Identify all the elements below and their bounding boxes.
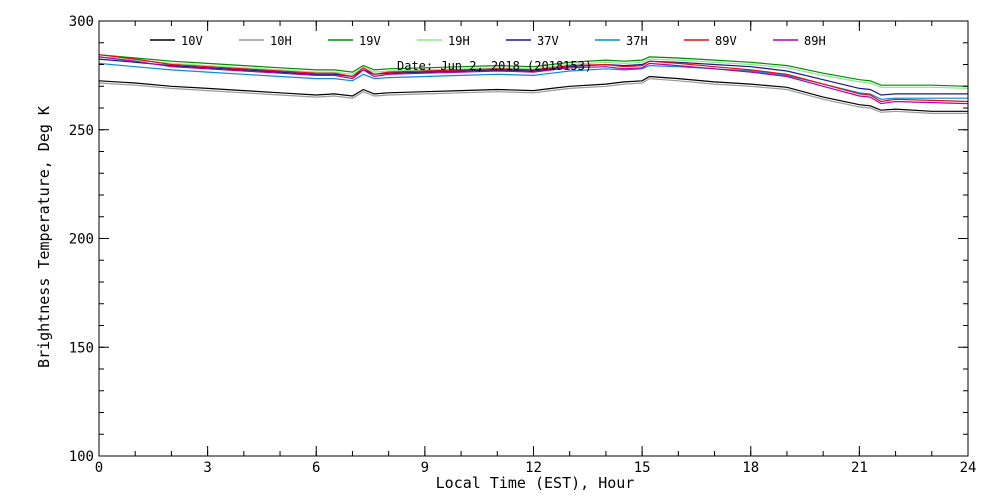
legend-label-19h: 19H [448, 34, 470, 48]
x-tick-label: 6 [312, 460, 320, 476]
legend: 10V 10H 19V 19H 37V 37H 89V 89H [150, 34, 826, 48]
x-tick-label: 15 [634, 460, 651, 476]
legend-label-37v: 37V [537, 34, 559, 48]
series-line-89h [98, 56, 969, 105]
x-axis-title: Local Time (EST), Hour [436, 474, 635, 492]
series-line-37v [98, 58, 968, 96]
y-tick-label: 100 [69, 449, 94, 465]
date-annotation: Date: Jun 2, 2018 (2018153) [397, 59, 592, 73]
legend-label-19v: 19V [359, 34, 381, 48]
x-tick-label: 21 [851, 460, 868, 476]
x-tick-label: 24 [960, 460, 977, 476]
x-tick-label: 3 [203, 460, 211, 476]
y-tick-label: 150 [69, 340, 94, 356]
series-line-19v [98, 54, 969, 87]
series-line-89v [98, 54, 969, 103]
x-tick-label: 18 [742, 460, 759, 476]
series-line-37h [98, 62, 968, 100]
plot-frame [98, 20, 969, 457]
series-line-10h [98, 77, 968, 115]
series-line-19h [98, 56, 969, 89]
x-tick-label: 0 [95, 460, 103, 476]
y-tick-label: 200 [69, 232, 94, 248]
y-axis-title: Brightness Temperature, Deg K [35, 106, 53, 368]
series-layer [98, 54, 969, 115]
tick-layer: 0 3 6 9 12 15 18 21 24 100 150 200 250 300 [69, 14, 977, 476]
legend-label-37h: 37H [626, 34, 648, 48]
x-tick-label: 12 [525, 460, 542, 476]
legend-label-10h: 10H [270, 34, 292, 48]
y-tick-label: 300 [69, 14, 94, 30]
series-line-10v [98, 75, 968, 112]
x-tick-label: 9 [421, 460, 429, 476]
y-tick-label: 250 [69, 123, 94, 139]
legend-label-10v: 10V [181, 34, 203, 48]
legend-label-89h: 89H [804, 34, 826, 48]
legend-label-89v: 89V [715, 34, 737, 48]
